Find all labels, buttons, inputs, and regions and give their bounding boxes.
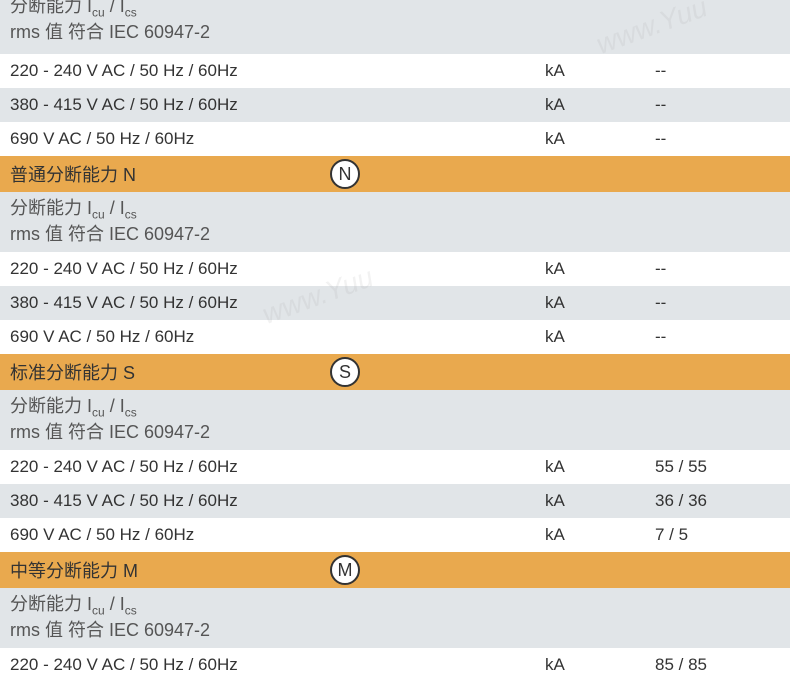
unit-label: kA xyxy=(545,61,655,81)
unit-label: kA xyxy=(545,293,655,313)
voltage-spec-label: 380 - 415 V AC / 50 Hz / 60Hz xyxy=(10,491,545,511)
table-row: 380 - 415 V AC / 50 Hz / 60HzkA36 / 36 xyxy=(0,484,790,518)
voltage-spec-label: 690 V AC / 50 Hz / 60Hz xyxy=(10,129,545,149)
section-icon: N xyxy=(330,159,360,189)
value-cell: 7 / 5 xyxy=(655,525,790,545)
table-row: 220 - 240 V AC / 50 Hz / 60HzkA55 / 55 xyxy=(0,450,790,484)
voltage-spec-label: 380 - 415 V AC / 50 Hz / 60Hz xyxy=(10,293,545,313)
voltage-spec-label: 220 - 240 V AC / 50 Hz / 60Hz xyxy=(10,259,545,279)
breaking-capacity-header: 分断能力 Icu / Icsrms 值 符合 IEC 60947-2 xyxy=(0,192,790,252)
breaking-capacity-header-partial: 分断能力 Icu / Icsrms 值 符合 IEC 60947-2 xyxy=(0,0,790,54)
voltage-spec-label: 220 - 240 V AC / 50 Hz / 60Hz xyxy=(10,61,545,81)
voltage-spec-label: 380 - 415 V AC / 50 Hz / 60Hz xyxy=(10,95,545,115)
value-cell: -- xyxy=(655,327,790,347)
table-row: 220 - 240 V AC / 50 Hz / 60HzkA85 / 85 xyxy=(0,648,790,682)
table-row: 690 V AC / 50 Hz / 60HzkA7 / 5 xyxy=(0,518,790,552)
section-title: 标准分断能力 S xyxy=(10,359,330,385)
value-cell: 55 / 55 xyxy=(655,457,790,477)
breaking-capacity-header: 分断能力 Icu / Icsrms 值 符合 IEC 60947-2 xyxy=(0,390,790,450)
value-cell: -- xyxy=(655,293,790,313)
section-title: 普通分断能力 N xyxy=(10,161,330,187)
section-title: 中等分断能力 M xyxy=(10,557,330,583)
table-row: 380 - 415 V AC / 50 Hz / 60HzkA-- xyxy=(0,88,790,122)
value-cell: -- xyxy=(655,129,790,149)
voltage-spec-label: 220 - 240 V AC / 50 Hz / 60Hz xyxy=(10,457,545,477)
section-header: 普通分断能力 NN xyxy=(0,156,790,192)
section-header: 中等分断能力 MM xyxy=(0,552,790,588)
value-cell: -- xyxy=(655,95,790,115)
unit-label: kA xyxy=(545,525,655,545)
value-cell: -- xyxy=(655,61,790,81)
unit-label: kA xyxy=(545,457,655,477)
table-row: 380 - 415 V AC / 50 Hz / 60HzkA-- xyxy=(0,286,790,320)
section-icon: S xyxy=(330,357,360,387)
value-cell: 85 / 85 xyxy=(655,655,790,675)
table-row: 220 - 240 V AC / 50 Hz / 60HzkA-- xyxy=(0,54,790,88)
voltage-spec-label: 690 V AC / 50 Hz / 60Hz xyxy=(10,327,545,347)
table-row: 690 V AC / 50 Hz / 60HzkA-- xyxy=(0,320,790,354)
value-cell: 36 / 36 xyxy=(655,491,790,511)
voltage-spec-label: 220 - 240 V AC / 50 Hz / 60Hz xyxy=(10,655,545,675)
unit-label: kA xyxy=(545,655,655,675)
voltage-spec-label: 690 V AC / 50 Hz / 60Hz xyxy=(10,525,545,545)
breaking-capacity-header: 分断能力 Icu / Icsrms 值 符合 IEC 60947-2 xyxy=(0,588,790,648)
section-header: 标准分断能力 SS xyxy=(0,354,790,390)
unit-label: kA xyxy=(545,259,655,279)
table-row: 220 - 240 V AC / 50 Hz / 60HzkA-- xyxy=(0,252,790,286)
unit-label: kA xyxy=(545,129,655,149)
value-cell: -- xyxy=(655,259,790,279)
unit-label: kA xyxy=(545,327,655,347)
unit-label: kA xyxy=(545,491,655,511)
table-row: 690 V AC / 50 Hz / 60HzkA-- xyxy=(0,122,790,156)
unit-label: kA xyxy=(545,95,655,115)
section-icon: M xyxy=(330,555,360,585)
